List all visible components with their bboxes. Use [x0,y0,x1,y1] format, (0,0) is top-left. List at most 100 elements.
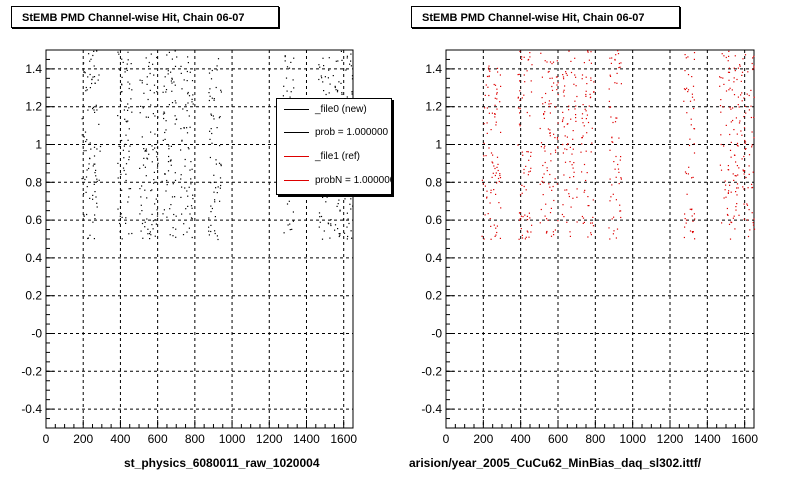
data-point [575,105,577,107]
data-point [499,237,501,239]
data-point [581,74,584,76]
data-point [283,85,285,87]
data-point [548,105,550,108]
data-point [740,94,742,96]
data-point [93,181,95,183]
data-point [328,57,330,59]
data-point [692,231,694,233]
data-point [175,215,177,217]
data-point [564,148,566,150]
data-point [517,144,519,146]
data-point [686,112,688,114]
data-point [694,238,696,240]
data-point [335,195,337,197]
data-point [542,176,544,179]
data-point [123,145,125,147]
data-point [691,93,693,95]
data-point [733,77,735,79]
data-point [319,221,321,223]
data-point [153,92,155,94]
data-point [180,65,182,67]
data-point [553,133,555,135]
data-point [743,170,746,172]
data-point [540,146,542,148]
data-point [564,135,566,137]
data-point [350,53,352,55]
data-point [128,107,130,109]
data-point [588,205,590,207]
data-point [610,196,612,198]
data-point [126,69,128,71]
x-axis-label-right: arision/year_2005_CuCu62_MinBias_daq_sl3… [409,456,702,470]
data-point [345,69,347,71]
data-point [500,85,502,87]
data-point [529,217,531,219]
data-point [94,172,96,174]
data-point [318,64,320,66]
data-point [582,135,584,137]
data-point [191,80,194,82]
x-tick-label: 200 [473,432,493,446]
data-point [743,173,745,175]
data-point [556,60,558,62]
data-point [566,221,568,223]
data-point [340,50,342,52]
data-point [551,77,553,79]
data-point [151,189,153,191]
data-point [732,107,734,109]
data-point [488,65,490,67]
data-point [85,150,87,152]
legend: _file0 (new) prob = 1.000000 _file1 (ref… [276,98,392,195]
data-point [573,83,575,85]
data-point [739,65,741,67]
data-point [192,194,194,196]
data-point [740,130,742,132]
data-point [286,66,289,68]
data-point [140,204,142,206]
data-point [727,192,729,194]
data-point [490,129,492,131]
data-point [213,118,215,120]
data-point [585,179,587,182]
data-point [732,217,734,219]
data-point [584,189,586,191]
data-point [571,153,573,155]
data-point [615,117,617,119]
data-point [330,224,332,227]
legend-entry-prob: prob = 1.000000 [277,126,391,140]
y-tick-label: 1.2 [425,100,442,114]
data-point [96,50,98,52]
data-point [610,116,612,118]
data-point [219,187,221,189]
data-point [521,234,523,236]
data-point [729,87,731,89]
data-point [83,214,85,216]
data-point [741,100,743,102]
data-point [188,115,190,117]
data-point [181,88,183,90]
data-point [562,117,565,119]
x-tick-label: 1000 [219,432,246,446]
data-point [554,178,556,180]
data-point [727,165,729,167]
data-point [146,197,148,199]
data-point [693,58,695,60]
data-point [155,223,157,225]
data-point [590,77,592,79]
data-point [190,205,193,207]
data-point [525,165,527,167]
data-point [582,222,584,224]
data-point [686,87,688,89]
data-point [691,76,693,78]
data-point [752,68,754,71]
data-point [289,96,291,98]
data-point [492,154,494,156]
data-point [81,118,83,120]
data-point [92,54,94,57]
data-point [162,91,164,93]
data-point [121,91,123,93]
data-point [562,204,564,206]
data-point [753,218,755,220]
data-point [583,221,585,223]
data-point [494,104,496,106]
